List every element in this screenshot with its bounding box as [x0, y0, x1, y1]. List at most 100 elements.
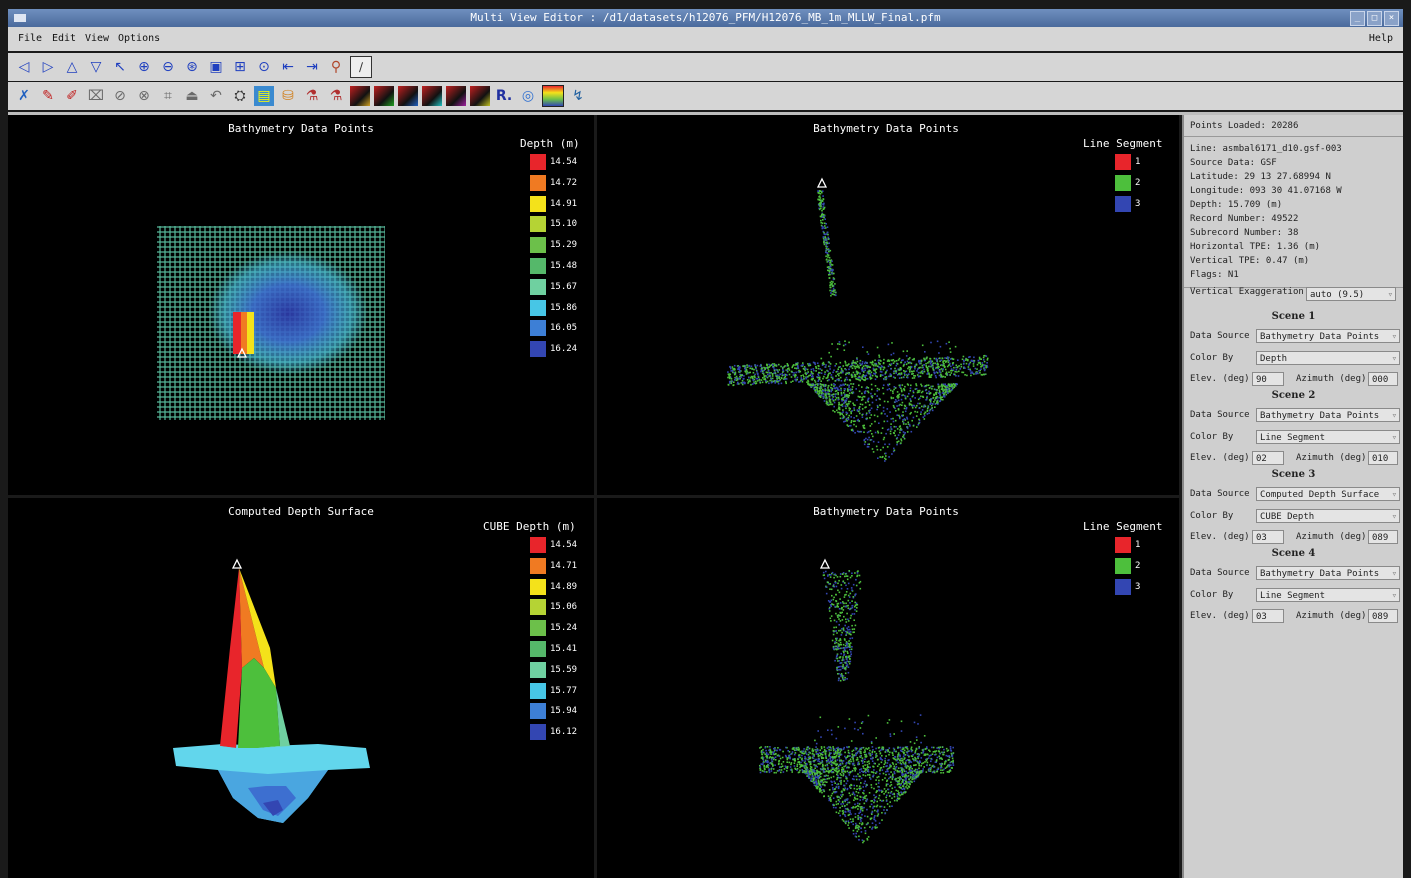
mask-icon[interactable]: ⌗ — [164, 88, 172, 104]
color-by-select[interactable]: Line Segment ▿ — [1256, 430, 1400, 444]
stop-icon[interactable]: ◎ — [521, 88, 535, 104]
keep-polygon-icon[interactable]: ⊘ — [114, 88, 126, 104]
data-point — [740, 382, 743, 384]
zoom-fit-icon[interactable]: ⊙ — [258, 59, 270, 75]
menu-edit[interactable]: Edit — [52, 33, 77, 44]
color-map-6-icon[interactable] — [470, 86, 490, 106]
data-point — [776, 378, 778, 380]
maximize-icon[interactable]: □ — [1367, 11, 1382, 26]
data-source-select[interactable]: Computed Depth Surface ▿ — [1256, 487, 1400, 501]
menu-view[interactable]: View — [85, 33, 110, 44]
data-point — [838, 378, 840, 380]
restore-polygon-icon[interactable]: ⌧ — [87, 88, 105, 104]
data-point — [815, 753, 818, 755]
zoom-in-icon[interactable]: ⊕ — [138, 59, 150, 75]
link-icon[interactable]: ↯ — [572, 88, 584, 104]
data-point — [871, 395, 874, 397]
validate-icon[interactable]: ⚗ — [329, 88, 343, 104]
window-menu-icon[interactable] — [14, 14, 26, 22]
data-point — [946, 365, 949, 368]
attribute-icon[interactable]: ▤ — [254, 86, 274, 106]
menu-help[interactable]: Help — [1368, 33, 1393, 44]
pan-right-icon[interactable]: ⇥ — [306, 59, 318, 75]
menu-file[interactable]: File — [18, 33, 43, 44]
minimize-icon[interactable]: _ — [1350, 11, 1365, 26]
azimuth-input[interactable]: 089 — [1368, 609, 1398, 623]
data-source-select[interactable]: Bathymetry Data Points ▿ — [1256, 566, 1400, 580]
color-by-select[interactable]: CUBE Depth ▿ — [1256, 509, 1400, 523]
azimuth-input[interactable]: 089 — [1368, 530, 1398, 544]
hide-polygon-icon[interactable]: ⊗ — [138, 88, 150, 104]
reference-icon[interactable]: R. — [495, 88, 513, 104]
data-point — [847, 594, 850, 597]
color-map-4-icon[interactable] — [422, 86, 442, 106]
color-map-1-icon[interactable] — [350, 86, 370, 106]
data-point — [862, 765, 864, 767]
color-map-2-icon[interactable] — [374, 86, 394, 106]
rotate-left-icon[interactable]: ◁ — [18, 59, 30, 75]
pan-left-icon[interactable]: ⇤ — [282, 59, 294, 75]
data-point — [929, 767, 931, 770]
data-point — [807, 771, 809, 773]
data-source-select[interactable]: Bathymetry Data Points ▿ — [1256, 408, 1400, 422]
zoom-center-icon[interactable]: ⊛ — [186, 59, 198, 75]
data-point — [873, 805, 876, 808]
delete-point-icon[interactable]: ✗ — [18, 88, 30, 104]
zoom-reset-icon[interactable]: ⊞ — [234, 59, 246, 75]
data-point — [863, 395, 866, 398]
data-point — [904, 396, 907, 399]
vertical-exaggeration-select[interactable]: auto (9.5) ▿ — [1306, 287, 1396, 301]
data-point — [763, 369, 766, 372]
invalidate-icon[interactable]: ⚗ — [305, 88, 319, 104]
elevation-input[interactable]: 03 — [1252, 530, 1284, 544]
measure-icon[interactable]: ⚲ — [330, 59, 342, 75]
color-scale-icon[interactable] — [542, 85, 564, 107]
data-point — [850, 416, 852, 418]
menu-options[interactable]: Options — [118, 33, 161, 44]
zoom-out-icon[interactable]: ⊖ — [162, 59, 174, 75]
data-point — [878, 750, 881, 752]
data-point — [943, 385, 946, 387]
elevation-input[interactable]: 02 — [1252, 451, 1284, 465]
azimuth-input[interactable]: 010 — [1368, 451, 1398, 465]
data-point — [902, 421, 905, 424]
view-scene-3[interactable]: Computed Depth Surface CUBE Depth (m) 14… — [8, 498, 594, 878]
data-point — [814, 379, 816, 382]
azimuth-input[interactable]: 000 — [1368, 372, 1398, 386]
window-title-bar[interactable]: Multi View Editor : /d1/datasets/h12076_… — [8, 9, 1403, 27]
close-icon[interactable]: × — [1384, 11, 1399, 26]
color-map-3-icon[interactable] — [398, 86, 418, 106]
data-source-select[interactable]: Bathymetry Data Points ▿ — [1256, 329, 1400, 343]
color-by-select[interactable]: Line Segment ▿ — [1256, 588, 1400, 602]
data-point — [894, 767, 897, 770]
data-point — [865, 784, 868, 786]
undo-icon[interactable]: ↶ — [210, 88, 222, 104]
delete-polygon-icon[interactable]: ✐ — [66, 88, 78, 104]
data-point — [902, 785, 905, 788]
highlight-icon[interactable]: ⛁ — [282, 88, 294, 104]
elevation-input[interactable]: 90 — [1252, 372, 1284, 386]
elevation-input[interactable]: 03 — [1252, 609, 1284, 623]
save-icon[interactable]: ⏏ — [185, 88, 199, 104]
filter-icon[interactable]: ⛭ — [234, 88, 246, 104]
rotate-down-icon[interactable]: ▽ — [90, 59, 102, 75]
data-point — [822, 237, 825, 239]
rotate-up-icon[interactable]: △ — [66, 59, 78, 75]
view-scene-1[interactable]: Bathymetry Data Points Depth (m) 14.54 14… — [8, 115, 594, 495]
data-point — [805, 772, 807, 775]
data-point — [866, 431, 869, 434]
data-point — [912, 372, 914, 375]
zoom-box-icon[interactable]: ▣ — [209, 59, 223, 75]
color-map-5-icon[interactable] — [446, 86, 466, 106]
delete-rectangle-icon[interactable]: ✎ — [42, 88, 54, 104]
data-point — [800, 377, 803, 379]
edit-line-icon[interactable]: ∕ — [350, 56, 372, 78]
rotate-right-icon[interactable]: ▷ — [42, 59, 54, 75]
color-by-select[interactable]: Depth ▿ — [1256, 351, 1400, 365]
data-point — [757, 375, 760, 378]
data-point — [905, 373, 908, 376]
pointer-icon[interactable]: ↖ — [114, 59, 126, 75]
data-point — [772, 758, 775, 761]
